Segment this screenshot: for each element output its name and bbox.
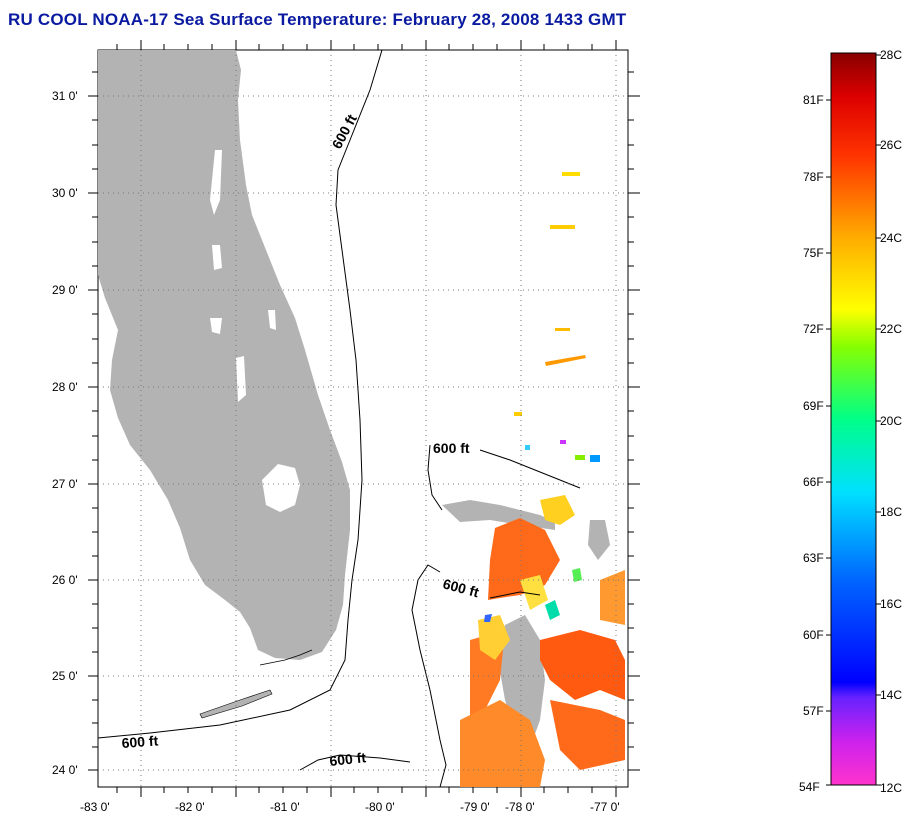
contour-line-south [299, 754, 411, 771]
contour-label: 600 ft [433, 440, 470, 456]
colorbar-c-label: 22C [880, 322, 902, 336]
colorbar-f-label: 81F [803, 93, 824, 107]
lat-tick-label: 28 0' [52, 380, 78, 394]
lat-tick-label: 31 0' [52, 89, 78, 103]
colorbar-f-label: 66F [803, 475, 824, 489]
colorbar-c-label: 26C [880, 138, 902, 152]
longitude-axis: -83 0' -82 0' -81 0' -80 0' -79 0' -78 0… [80, 40, 620, 814]
colorbar-c-label: 18C [880, 505, 902, 519]
colorbar-c-label: 20C [880, 414, 902, 428]
map-title: RU COOL NOAA-17 Sea Surface Temperature:… [8, 10, 627, 29]
lat-tick-label: 26 0' [52, 573, 78, 587]
lat-tick-label: 27 0' [52, 477, 78, 491]
contour-line-bahamas [427, 444, 443, 511]
contour-line-north [98, 50, 383, 739]
lon-tick-label: -81 0' [270, 800, 300, 814]
lon-tick-label: -79 0' [460, 800, 490, 814]
lat-tick-label: 30 0' [52, 186, 78, 200]
lat-tick-label: 29 0' [52, 283, 78, 297]
andros-landmass [498, 615, 545, 748]
lake-okeechobee [262, 464, 300, 512]
colorbar-c-label: 24C [880, 231, 902, 245]
color-scale-bar: 81F 78F 75F 72F 69F 66F 63F 60F 57F 54F … [799, 48, 902, 795]
colorbar-f-label: 63F [803, 551, 824, 565]
colorbar-f-label: 69F [803, 399, 824, 413]
contour-line-tongue [411, 564, 447, 787]
map-grid [98, 50, 628, 787]
colorbar-f-label: 60F [803, 628, 824, 642]
lon-tick-label: -78 0' [505, 800, 535, 814]
lon-tick-label: -83 0' [80, 800, 110, 814]
colorbar-f-label: 78F [803, 170, 824, 184]
colorbar-c-label: 16C [880, 597, 902, 611]
latitude-axis: 31 0' 30 0' 29 0' 28 0' 27 0' 26 0' 25 0… [52, 71, 640, 777]
colorbar-f-label: 75F [803, 246, 824, 260]
colorbar-c-label: 14C [880, 688, 902, 702]
colorbar-f-label: 72F [803, 322, 824, 336]
lat-tick-label: 24 0' [52, 763, 78, 777]
colorbar-f-label: 54F [799, 780, 820, 794]
sst-data-swath [460, 172, 625, 787]
lon-tick-label: -82 0' [175, 800, 205, 814]
colorbar-c-label: 12C [880, 781, 902, 795]
colorbar-c-label: 28C [880, 48, 902, 62]
contour-label: 600 ft [121, 732, 159, 751]
contour-label: 600 ft [329, 749, 367, 769]
lon-tick-label: -80 0' [365, 800, 395, 814]
colorbar-f-label: 57F [803, 704, 824, 718]
lat-tick-label: 25 0' [52, 669, 78, 683]
lon-tick-label: -77 0' [590, 800, 620, 814]
